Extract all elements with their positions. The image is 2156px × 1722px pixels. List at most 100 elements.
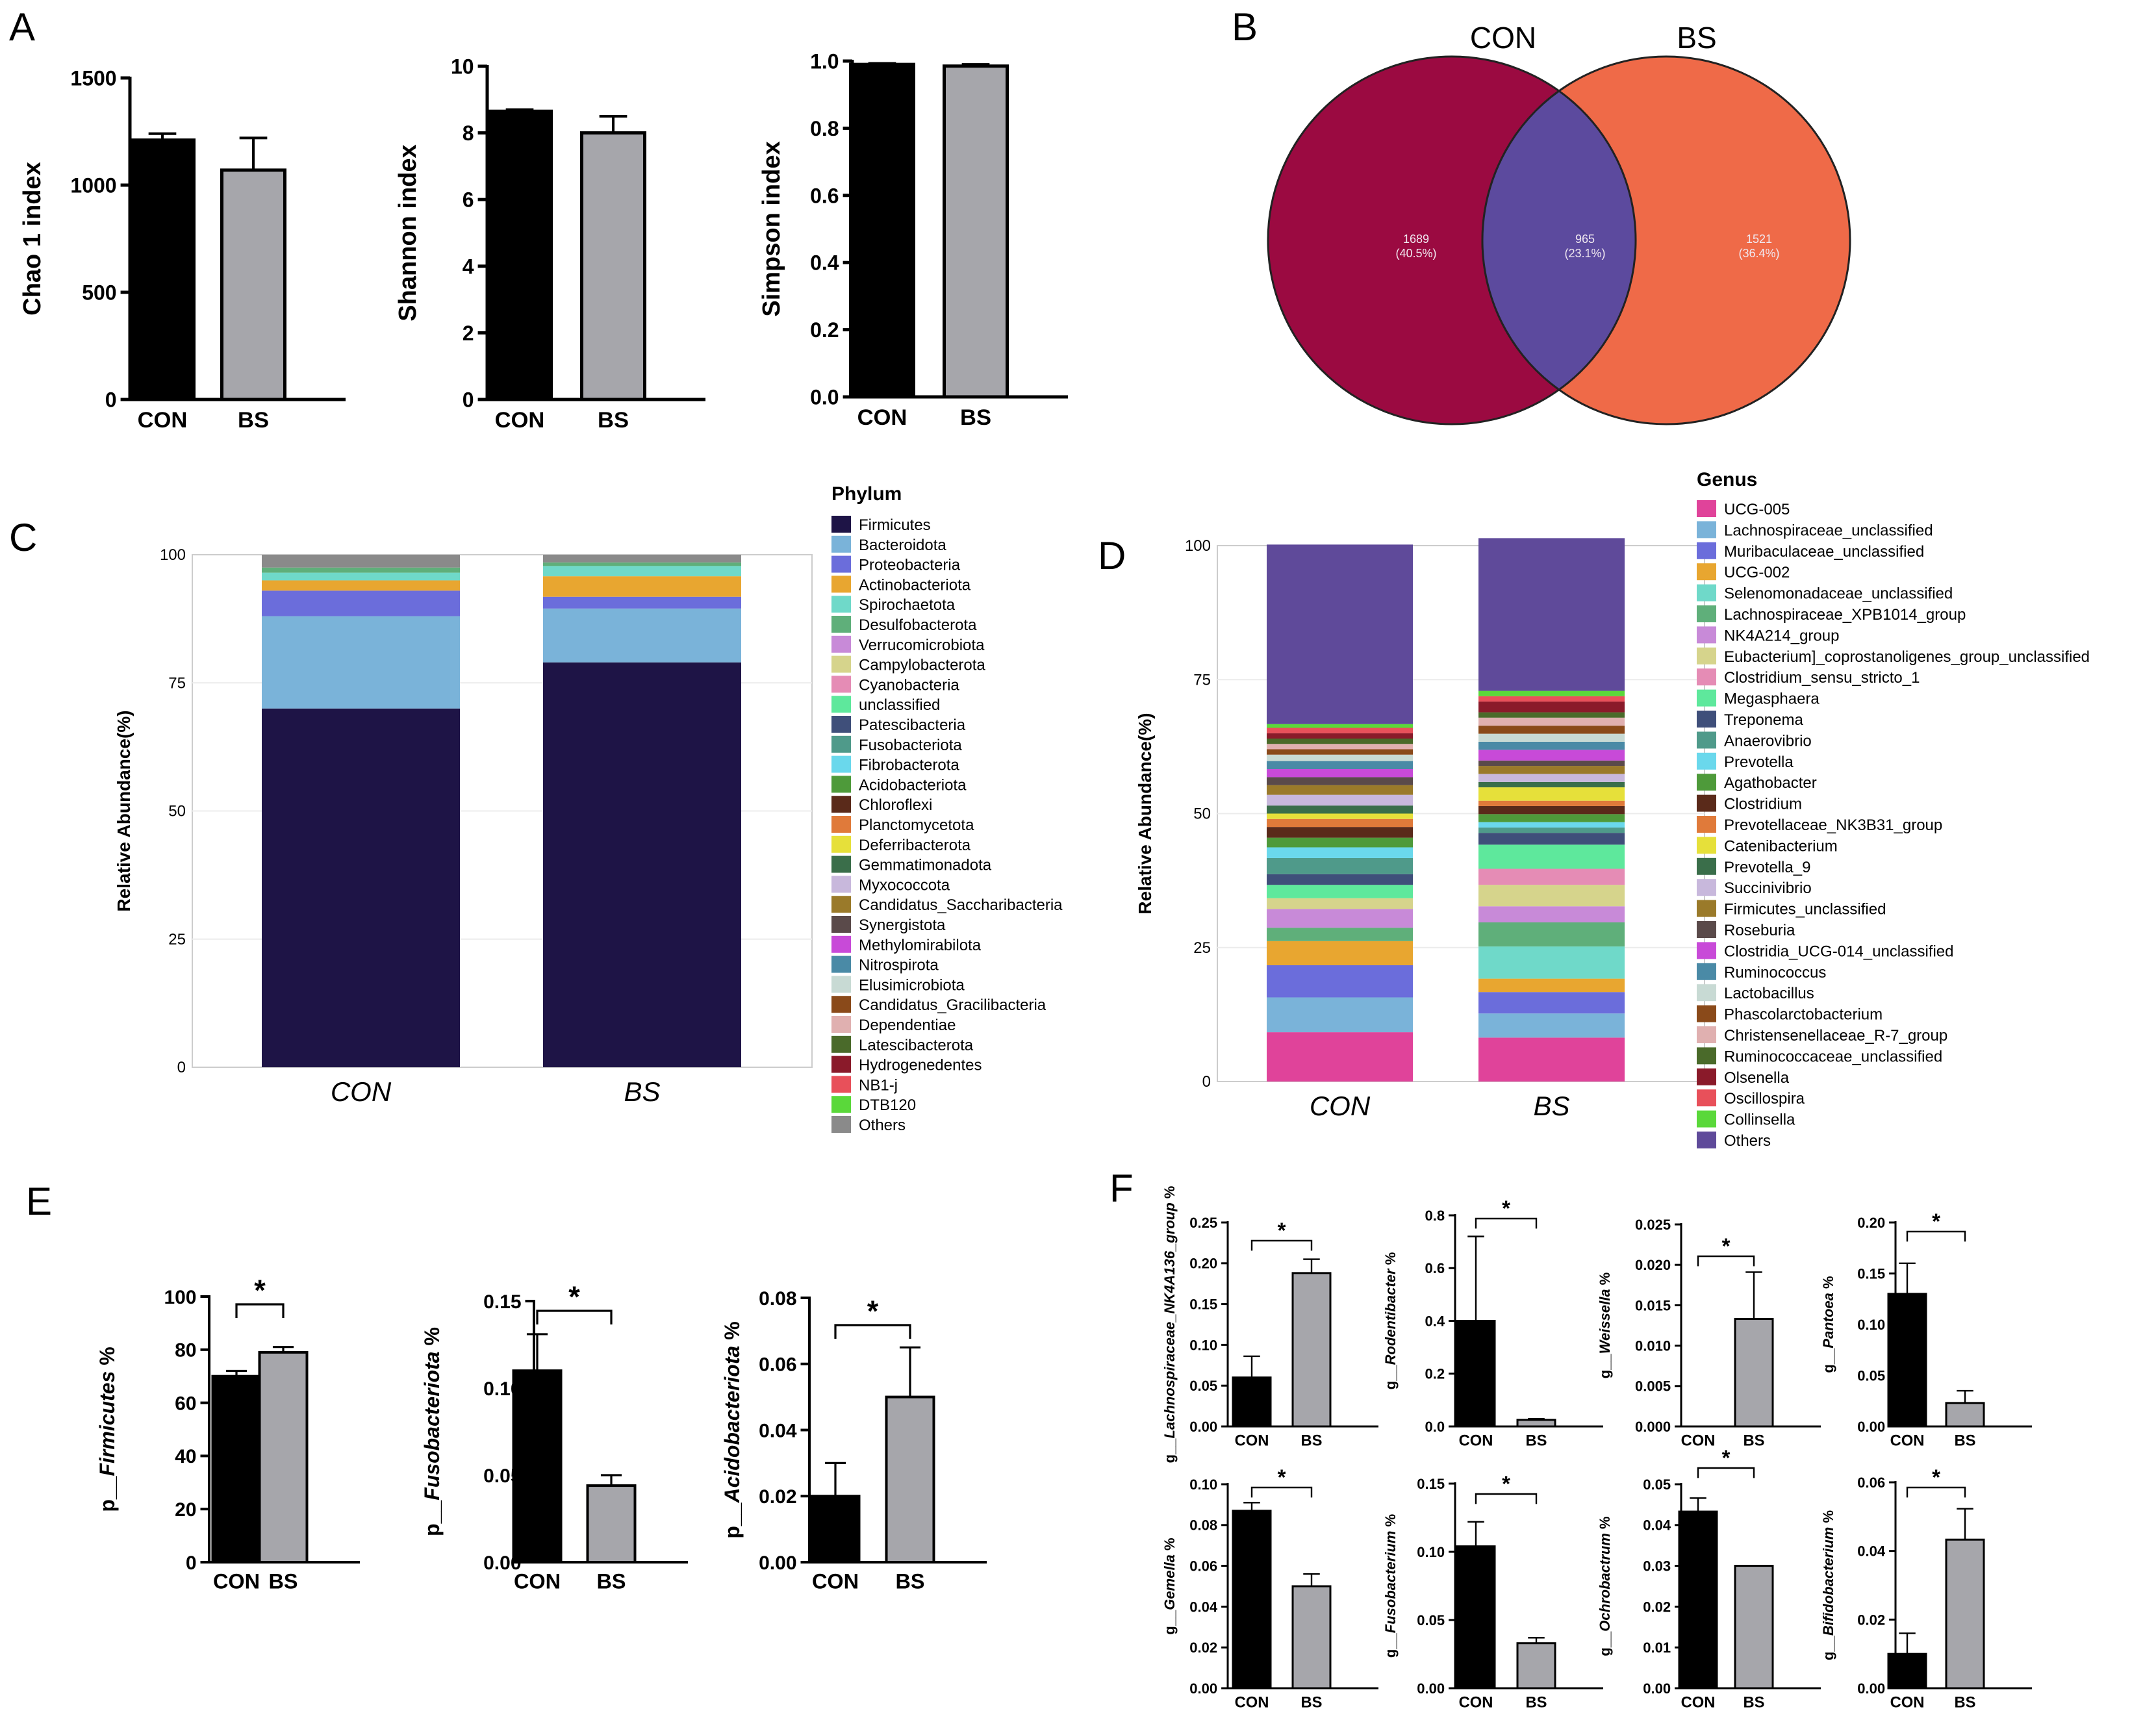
legend-label: Myxococcota [859,876,950,894]
bar-chart-f1: 0.00 0.05 0.10 0.15 0.20 0.25 CON BS g__Lachnosp… [1161,1186,1378,1463]
legend-label: Prevotellaceae_NK3B31_group [1724,817,1942,834]
stack-segment [1267,777,1413,785]
significance-bracket [1906,1486,1966,1498]
stack-segment [1267,544,1413,724]
x-tick-label: CON [1235,1694,1269,1712]
legend-swatch [831,516,851,533]
legend-label: UCG-005 [1724,501,1790,518]
y-tick-label: 0.10 [1417,1544,1445,1560]
venn-region-count: 1689 [1403,233,1429,246]
legend-swatch [831,1096,851,1113]
stack-segment [1267,837,1413,848]
legend-swatch [831,735,851,753]
legend-swatch [1697,879,1716,896]
x-tick-label: BS [1301,1432,1323,1450]
venn-set-label-bs: BS [1677,21,1716,55]
legend-swatch [1697,563,1716,581]
stack-segment [1478,750,1625,761]
y-tick-label: 0.6 [1425,1260,1445,1276]
legend-swatch [831,916,851,933]
y-tick-label: 0.06 [759,1354,796,1376]
stack-segment [543,576,741,597]
y-axis-label: Chao 1 index [19,162,46,316]
legend-swatch [1697,837,1716,854]
y-tick-label: 100 [164,1287,196,1308]
x-tick-label: CON [1681,1694,1716,1712]
panel-label-d: D [1098,534,1126,577]
legend-label: Megasphaera [1724,690,1820,708]
y-tick-label: 0.25 [1189,1215,1217,1231]
legend-title: Genus [1697,469,1757,490]
y-tick-label: 0.00 [1189,1680,1217,1697]
x-tick-label: CON [1459,1694,1493,1712]
legend-label: Clostridia_UCG-014_unclassified [1724,943,1954,960]
y-tick-label: 0.4 [810,251,839,275]
y-tick-label: 0 [105,388,117,412]
legend-swatch [1697,1005,1716,1022]
legend-label: Campylobacterota [859,657,985,674]
stack-segment [1478,844,1625,869]
significance-star: * [254,1274,266,1307]
legend-swatch [831,555,851,573]
x-tick-label: BS [960,405,991,430]
stacked-chart-c: 0 25 50 75 100 CON BS Relative Abundance(%) Phyl… [114,483,1063,1134]
y-tick-label: 0.8 [810,117,839,140]
venn-region-percent: (23.1%) [1564,247,1605,260]
legend-label: Prevotella_9 [1724,859,1810,876]
y-tick-label: 1500 [70,67,116,90]
y-tick-label: 1000 [70,174,116,197]
legend-swatch [1697,668,1716,686]
y-tick-label: 0.02 [1189,1640,1217,1656]
y-tick-label: 0.20 [1189,1256,1217,1272]
x-tick-label: BS [896,1570,925,1593]
stack-segment [1478,978,1625,993]
legend-label: Ruminococcus [1724,964,1826,981]
venn-region-percent: (36.4%) [1738,247,1779,260]
y-tick-label: 0.02 [759,1486,796,1508]
y-tick-label: 0.15 [483,1291,521,1313]
y-tick-label: 0.06 [1857,1475,1885,1491]
y-axis-label: Simpson index [758,141,785,316]
y-tick-label: 0.4 [1425,1313,1445,1329]
y-tick-label: 50 [168,803,186,820]
legend-label: Bacteroidota [859,537,946,554]
legend-swatch [831,655,851,673]
stack-segment [1478,827,1625,833]
x-tick-label: CON [1310,1091,1371,1121]
legend-label: Elusimicrobiota [859,976,965,994]
stack-segment [1267,827,1413,838]
bar-con [512,1369,563,1564]
y-tick-label: 0.10 [1189,1476,1217,1493]
y-axis-label: g__Bifidobacterium % [1820,1510,1836,1660]
stack-segment [1267,885,1413,898]
stack-segment [1267,1032,1413,1082]
legend-label: Selenomonadaceae_unclassified [1724,585,1953,603]
significance-bracket [1475,1217,1538,1229]
y-tick-label: 25 [168,931,186,948]
legend-swatch [831,855,851,873]
stack-segment [1478,760,1625,766]
legend-label: Olsenella [1724,1069,1790,1087]
legend-swatch [1697,521,1716,538]
stack-segment [1478,1037,1625,1082]
legend-swatch [831,696,851,713]
stack-segment [1267,965,1413,998]
bar-con [211,1374,262,1564]
y-tick-label: 0.08 [759,1288,796,1310]
stack-segment [1267,785,1413,795]
legend-swatch [831,1035,851,1053]
x-tick-label: CON [514,1570,561,1593]
y-axis-label: p__Fusobacteriota % [420,1327,444,1536]
panel-label-f: F [1110,1167,1134,1210]
y-tick-label: 80 [175,1340,196,1361]
y-axis-label: g__Weissella % [1597,1273,1613,1379]
stack-segment [262,567,460,573]
legend-label: Lactobacillus [1724,985,1814,1002]
legend-label: Synergistota [859,917,946,934]
legend-swatch [1697,584,1716,601]
stack-segment [1267,847,1413,858]
stack-segment [1478,868,1625,885]
legend-label: Lachnospiraceae_XPB1014_group [1724,606,1966,624]
stack-segment [1478,696,1625,702]
legend-title: Phylum [831,483,902,505]
